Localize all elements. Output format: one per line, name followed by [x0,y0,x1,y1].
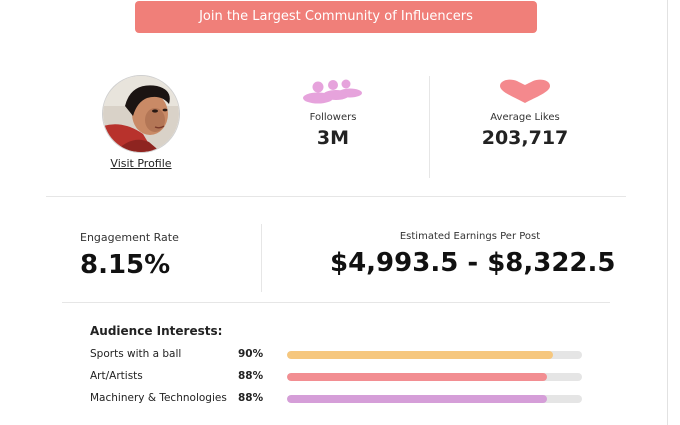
estimated-earnings-label: Estimated Earnings Per Post [399,231,541,242]
interest-row: Sports with a ball 90% [90,348,590,364]
average-likes-value: 203,717 [481,127,569,149]
followers-label: Followers [309,112,357,123]
metrics-divider [261,224,262,292]
average-likes-stat: Average Likes 203,717 [458,78,592,149]
interest-bar-fill [287,395,547,403]
average-likes-label: Average Likes [490,112,560,123]
section-divider [46,196,626,197]
interest-bar-track [287,351,582,359]
section-divider [62,302,610,303]
engagement-rate-label: Engagement Rate [80,231,179,244]
interest-percent: 90% [238,348,264,360]
page-edge-divider [667,0,668,425]
followers-value: 3M [316,127,350,149]
join-community-button[interactable]: Join the Largest Community of Influencer… [135,1,537,33]
interest-row: Art/Artists 88% [90,370,590,386]
visit-profile-link[interactable]: Visit Profile [110,157,172,170]
stats-divider [429,76,430,178]
estimated-earnings-value: $4,993.5 - $8,322.5 [330,248,616,278]
audience-interests-title: Audience Interests: [90,324,223,338]
interest-bar-fill [287,373,547,381]
interest-bar-track [287,373,582,381]
heart-icon [500,79,550,103]
engagement-rate-value: 8.15% [80,250,171,280]
followers-stat: Followers 3M [268,78,398,149]
interest-bar-fill [287,351,553,359]
interest-percent: 88% [238,370,264,382]
interest-name: Machinery & Technologies [90,392,227,404]
engagement-rate-stat: Engagement Rate 8.15% [80,231,250,280]
interest-percent: 88% [238,392,264,404]
interest-name: Art/Artists [90,370,143,382]
profile-photo [103,76,179,152]
estimated-earnings-stat: Estimated Earnings Per Post $4,993.5 - $… [330,231,616,278]
avatar[interactable] [102,75,180,153]
interest-name: Sports with a ball [90,348,182,360]
people-icon [303,79,362,104]
interest-bar-track [287,395,582,403]
interest-row: Machinery & Technologies 88% [90,392,590,408]
